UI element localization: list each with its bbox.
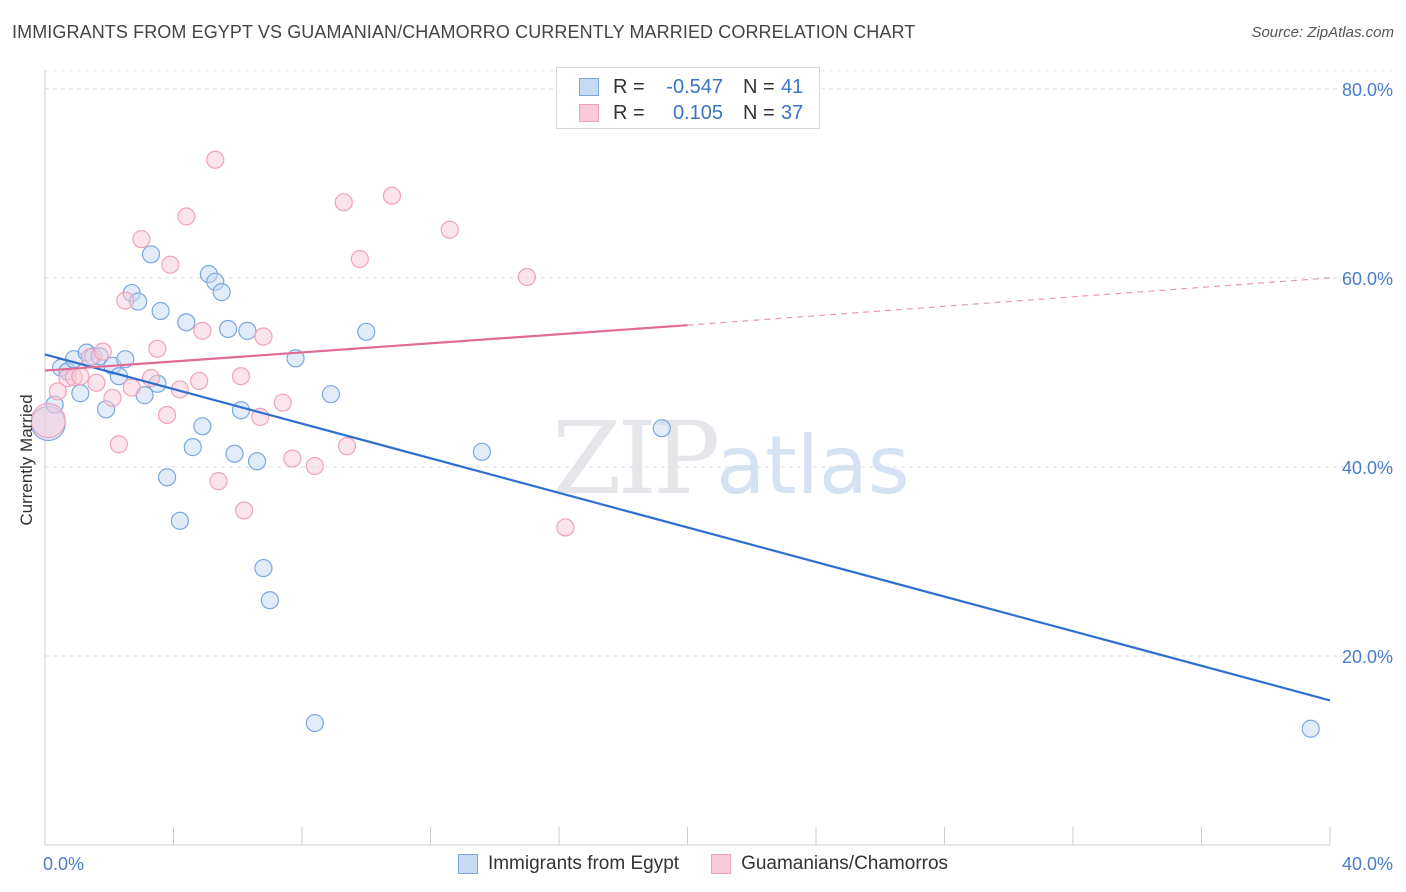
stats-legend: R = -0.547 N = 41 R = 0.105 N = 37: [556, 67, 820, 129]
egypt-point: [652, 419, 671, 438]
guamanian-point: [231, 367, 251, 386]
guamanian-point: [148, 339, 167, 358]
egypt-point: [260, 591, 279, 610]
guamanian-point: [177, 207, 196, 226]
egypt-point: [472, 442, 491, 461]
stats-legend-row-egypt: R = -0.547 N = 41: [579, 75, 803, 99]
guamanian-point: [30, 403, 66, 439]
source-label: Source: ZipAtlas.com: [1251, 24, 1394, 41]
guamanian-point: [71, 367, 90, 386]
r-label: R =: [613, 75, 645, 98]
egypt-point: [219, 319, 238, 339]
r-value: 0.105: [672, 101, 723, 124]
egypt-point: [193, 417, 212, 436]
y-axis-label: Currently Married: [17, 394, 36, 526]
guamanian-point: [235, 501, 254, 520]
n-value: 37: [781, 101, 804, 124]
legend-item-egypt: Immigrants from Egypt: [457, 853, 680, 875]
guamanian-point: [334, 193, 353, 212]
guamanian-point: [193, 321, 212, 340]
y-tick-label: 40.0%: [1342, 458, 1393, 478]
guamanian-point: [87, 373, 106, 392]
guamanian-point: [132, 230, 151, 249]
egypt-point: [177, 313, 196, 332]
egypt-point: [254, 558, 273, 578]
n-label: N =: [743, 101, 775, 124]
y-tick-label: 80.0%: [1342, 80, 1393, 100]
guamanian-trend-line: [44, 324, 688, 372]
guamanian-point: [206, 150, 225, 169]
guamanian-point: [382, 186, 402, 205]
guamanian-point: [337, 437, 357, 456]
guamanian-point: [209, 472, 228, 491]
guamanian-point: [273, 393, 292, 412]
guamanian-point: [103, 388, 122, 408]
egypt-point: [116, 350, 135, 369]
egypt-point: [238, 321, 257, 340]
series-legend: Immigrants from Egypt Guamanians/Chamorr…: [0, 852, 1406, 876]
watermark-atlas: atlas: [716, 419, 910, 512]
n-value: 41: [781, 75, 804, 98]
egypt-point: [151, 301, 170, 321]
egypt-point: [212, 283, 231, 302]
guamanian-point: [283, 449, 302, 468]
legend-item-guamanian: Guamanians/Chamorros: [711, 853, 948, 875]
x-tick-label: 0.0%: [43, 854, 84, 874]
guamanian-point: [48, 382, 67, 401]
egypt-point: [321, 385, 341, 404]
egypt-point: [231, 401, 251, 420]
guamanian-point: [350, 249, 369, 269]
egypt-legend-swatch: [457, 854, 478, 874]
guamanian-point: [157, 405, 177, 425]
guamanian-point: [122, 378, 141, 397]
guamanian-point: [116, 291, 135, 310]
r-label: R =: [613, 101, 645, 124]
guamanian-point: [440, 220, 459, 239]
stats-legend-row-guamanian: R = 0.105 N = 37: [579, 101, 803, 125]
egypt-trend-line: [44, 353, 1331, 702]
egypt-point: [357, 322, 376, 341]
guamanian-point: [305, 456, 324, 476]
guamanian-point: [93, 342, 112, 361]
guamanian-point: [556, 518, 575, 537]
legend-label-guamanian: Guamanians/Chamorros: [741, 853, 949, 874]
egypt-point: [141, 245, 161, 264]
egypt-point: [170, 511, 190, 530]
egypt-point: [305, 713, 324, 733]
guamanian-point: [190, 371, 209, 391]
y-tick-label: 60.0%: [1342, 269, 1393, 289]
chart-title: IMMIGRANTS FROM EGYPT VS GUAMANIAN/CHAMO…: [12, 22, 916, 42]
r-value: -0.547: [666, 75, 723, 98]
guamanian-legend-swatch: [711, 854, 732, 874]
guamanian-point: [517, 267, 536, 287]
egypt-point: [157, 468, 177, 487]
egypt-swatch: [579, 78, 599, 96]
legend-label-egypt: Immigrants from Egypt: [487, 853, 680, 874]
guamanian-point: [161, 255, 180, 274]
guamanian-point: [109, 435, 128, 454]
guamanian-swatch: [579, 104, 599, 122]
egypt-point: [1301, 719, 1320, 738]
egypt-point: [183, 438, 202, 457]
y-tick-label: 20.0%: [1342, 647, 1393, 667]
x-tick-label: 40.0%: [1342, 854, 1393, 874]
guamanian-point: [254, 327, 273, 346]
egypt-point: [247, 452, 267, 471]
guamanian-trend-extension: [687, 277, 1331, 326]
egypt-point: [225, 444, 244, 463]
egypt-point: [71, 384, 90, 403]
n-label: N =: [743, 75, 775, 98]
